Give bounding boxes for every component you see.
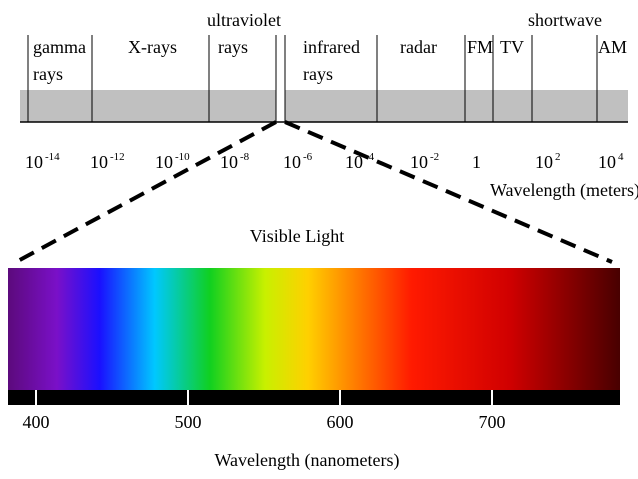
meter-tick-label: 10 4 — [598, 151, 624, 172]
tick-base: 10 — [25, 152, 43, 172]
nm-tick-label: 400 — [23, 412, 50, 432]
band-label: rays — [33, 64, 63, 84]
tick-exponent: -10 — [175, 151, 190, 163]
nm-tick-label: 700 — [479, 412, 506, 432]
meter-tick-label: 10 -14 — [25, 151, 60, 172]
band-label-above: shortwave — [528, 10, 602, 30]
band-label: gamma — [33, 37, 86, 57]
meter-tick-label: 10 -6 — [283, 151, 313, 172]
tick-exponent: -6 — [303, 151, 313, 163]
band-label-above: ultraviolet — [207, 10, 281, 30]
tick-base: 10 — [90, 152, 108, 172]
nm-tick-label: 600 — [327, 412, 354, 432]
tick-base: 1 — [472, 152, 481, 172]
tick-exponent: 4 — [618, 151, 624, 163]
band-label: infrared — [303, 37, 360, 57]
tick-exponent: -2 — [430, 151, 439, 163]
band-bar — [285, 90, 628, 122]
tick-base: 10 — [283, 152, 301, 172]
band-label: TV — [500, 37, 524, 57]
nm-tick-label: 500 — [175, 412, 202, 432]
meter-tick-label: 1 — [472, 152, 481, 172]
tick-base: 10 — [410, 152, 428, 172]
meter-tick-label: 10 -12 — [90, 151, 125, 172]
nm-axis-strip — [8, 390, 620, 405]
meter-axis-label: Wavelength (meters) — [490, 180, 638, 201]
band-label: AM — [598, 37, 627, 57]
band-label: rays — [218, 37, 248, 57]
tick-exponent: -12 — [110, 151, 125, 163]
visible-title: Visible Light — [250, 226, 344, 246]
tick-exponent: 2 — [555, 151, 561, 163]
tick-exponent: -4 — [365, 151, 375, 163]
visible-spectrum — [8, 268, 620, 390]
meter-tick-label: 10 -8 — [220, 151, 250, 172]
meter-tick-label: 10 -4 — [345, 151, 375, 172]
band-dividers — [27, 35, 598, 122]
tick-exponent: -8 — [240, 151, 250, 163]
band-label: radar — [400, 37, 437, 57]
meter-tick-label: 10 -10 — [155, 151, 190, 172]
band-bar — [20, 90, 276, 122]
band-label: X-rays — [128, 37, 177, 57]
meter-tick-label: 10 -2 — [410, 151, 439, 172]
band-label: rays — [303, 64, 333, 84]
meter-tick-label: 10 2 — [535, 151, 561, 172]
nm-axis-label: Wavelength (nanometers) — [215, 450, 400, 471]
tick-base: 10 — [155, 152, 173, 172]
tick-base: 10 — [535, 152, 553, 172]
tick-exponent: -14 — [45, 151, 60, 163]
tick-base: 10 — [220, 152, 238, 172]
zoom-lines — [15, 120, 613, 264]
tick-base: 10 — [345, 152, 363, 172]
tick-base: 10 — [598, 152, 616, 172]
band-label: FM — [467, 37, 493, 57]
